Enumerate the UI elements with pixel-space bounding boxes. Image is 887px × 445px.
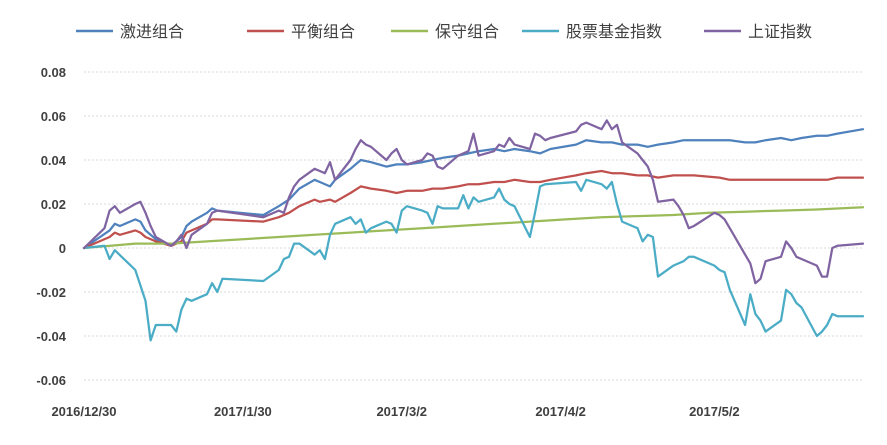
y-axis: -0.06 -0.04 -0.02 0 0.02 0.04 0.06 0.08: [36, 65, 66, 388]
legend-label: 激进组合: [120, 23, 184, 41]
x-tick-label: 2017/1/30: [214, 404, 272, 419]
y-tick-label: -0.06: [36, 373, 66, 388]
x-tick-label: 2017/4/2: [535, 404, 586, 419]
legend-item-1: 激进组合: [76, 23, 184, 41]
legend-label: 股票基金指数: [566, 23, 662, 41]
y-tick-label: 0.04: [41, 153, 67, 168]
legend-label: 平衡组合: [291, 23, 355, 41]
series-line-1: [82, 128, 865, 250]
series-line-5: [82, 119, 865, 285]
legend-item-2: 平衡组合: [247, 23, 355, 41]
series-lines: [82, 119, 865, 342]
series-line-3: [82, 206, 865, 250]
x-tick-label: 2017/5/2: [689, 404, 740, 419]
legend-label: 上证指数: [748, 23, 812, 41]
series-line-2: [82, 169, 865, 250]
series-line-4: [82, 178, 865, 342]
x-tick-label: 2017/3/2: [376, 404, 427, 419]
gridlines: [84, 71, 863, 381]
legend: 激进组合 平衡组合 保守组合 股票基金指数 上证指数: [76, 23, 812, 41]
y-tick-label: 0: [59, 241, 66, 256]
x-tick-label: 2016/12/30: [51, 404, 116, 419]
y-tick-label: 0.02: [41, 197, 66, 212]
legend-item-3: 保守组合: [391, 23, 499, 41]
y-tick-label: -0.04: [36, 329, 66, 344]
y-tick-label: -0.02: [36, 285, 66, 300]
y-tick-label: 0.06: [41, 109, 66, 124]
legend-item-4: 股票基金指数: [522, 23, 662, 41]
legend-item-5: 上证指数: [704, 23, 812, 41]
y-tick-label: 0.08: [41, 65, 66, 80]
legend-label: 保守组合: [435, 23, 499, 41]
x-axis: 2016/12/30 2017/1/30 2017/3/2 2017/4/2 2017/…: [51, 404, 739, 419]
